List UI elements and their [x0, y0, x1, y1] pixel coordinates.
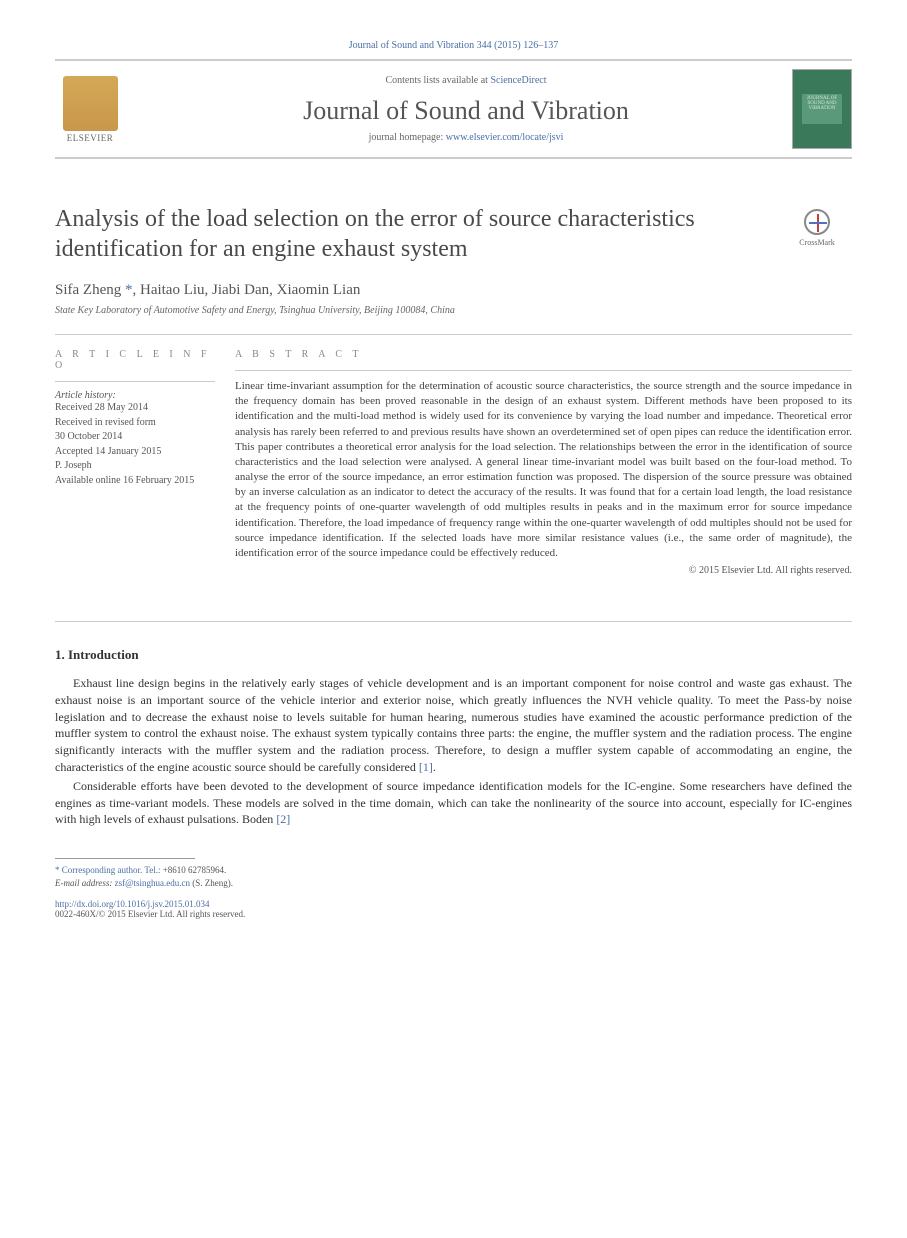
section-heading: 1. Introduction	[55, 647, 852, 663]
history-accepted: Accepted 14 January 2015	[55, 445, 215, 460]
homepage-line: journal homepage: www.elsevier.com/locat…	[140, 132, 792, 143]
footnote-divider	[55, 858, 195, 859]
author-list: Sifa Zheng *, Haitao Liu, Jiabi Dan, Xia…	[55, 282, 852, 299]
body-paragraph-2: Considerable efforts have been devoted t…	[55, 778, 852, 828]
email-link[interactable]: zsf@tsinghua.edu.cn	[115, 878, 190, 888]
article-info-label: A R T I C L E I N F O	[55, 349, 215, 371]
journal-cover-thumbnail[interactable]: JOURNAL OF SOUND AND VIBRATION	[792, 69, 852, 149]
info-abstract-row: A R T I C L E I N F O Article history: R…	[55, 349, 852, 576]
contents-prefix: Contents lists available at	[385, 75, 490, 86]
history-revised: Received in revised form	[55, 416, 215, 431]
title-row: Analysis of the load selection on the er…	[55, 204, 852, 264]
para2-text: Considerable efforts have been devoted t…	[55, 779, 852, 827]
citation-line: Journal of Sound and Vibration 344 (2015…	[55, 40, 852, 51]
article-info-column: A R T I C L E I N F O Article history: R…	[55, 349, 235, 576]
email-footnote: E-mail address: zsf@tsinghua.edu.cn (S. …	[55, 877, 852, 890]
issn-line: 0022-460X/© 2015 Elsevier Ltd. All right…	[55, 909, 852, 919]
history-heading: Article history:	[55, 390, 215, 401]
header-center: Contents lists available at ScienceDirec…	[140, 75, 792, 143]
history-received: Received 28 May 2014	[55, 401, 215, 416]
email-suffix: (S. Zheng).	[190, 878, 233, 888]
citation-ref-2[interactable]: [2]	[276, 812, 290, 826]
history-editor: P. Joseph	[55, 459, 215, 474]
elsevier-tree-icon	[63, 76, 118, 131]
crossmark-label: CrossMark	[799, 238, 835, 247]
footnote-star-icon: * Corresponding author. Tel.:	[55, 865, 160, 875]
contents-line: Contents lists available at ScienceDirec…	[140, 75, 792, 86]
para1-end: .	[433, 760, 436, 774]
section-number: 1.	[55, 647, 65, 662]
homepage-prefix: journal homepage:	[369, 132, 446, 143]
history-revised-date: 30 October 2014	[55, 430, 215, 445]
citation-ref-1[interactable]: [1]	[419, 760, 433, 774]
homepage-link[interactable]: www.elsevier.com/locate/jsvi	[446, 132, 564, 143]
doi-link[interactable]: http://dx.doi.org/10.1016/j.jsv.2015.01.…	[55, 899, 852, 909]
divider-rule	[55, 334, 852, 335]
corresponding-footnote: * Corresponding author. Tel.: +8610 6278…	[55, 864, 852, 877]
footnote-tel: +8610 62785964.	[163, 865, 227, 875]
authors-text: Sifa Zheng	[55, 282, 121, 298]
crossmark-badge[interactable]: CrossMark	[782, 209, 852, 247]
abstract-copyright: © 2015 Elsevier Ltd. All rights reserved…	[235, 565, 852, 576]
crossmark-icon	[804, 209, 830, 235]
body-paragraph-1: Exhaust line design begins in the relati…	[55, 675, 852, 776]
email-label: E-mail address:	[55, 878, 115, 888]
abstract-text: Linear time-invariant assumption for the…	[235, 379, 852, 561]
journal-header: ELSEVIER Contents lists available at Sci…	[55, 59, 852, 159]
abstract-label: A B S T R A C T	[235, 349, 852, 360]
body-divider	[55, 621, 852, 622]
section-title: Introduction	[68, 647, 139, 662]
abstract-rule	[235, 370, 852, 371]
journal-name: Journal of Sound and Vibration	[140, 96, 792, 126]
affiliation: State Key Laboratory of Automotive Safet…	[55, 305, 852, 316]
abstract-column: A B S T R A C T Linear time-invariant as…	[235, 349, 852, 576]
publisher-name: ELSEVIER	[67, 133, 114, 143]
elsevier-logo[interactable]: ELSEVIER	[55, 69, 125, 149]
history-online: Available online 16 February 2015	[55, 474, 215, 489]
para1-text: Exhaust line design begins in the relati…	[55, 676, 852, 774]
corresponding-mark[interactable]: *	[121, 282, 132, 298]
sciencedirect-link[interactable]: ScienceDirect	[490, 75, 546, 86]
article-title: Analysis of the load selection on the er…	[55, 204, 762, 264]
info-rule	[55, 381, 215, 382]
cover-text: JOURNAL OF SOUND AND VIBRATION	[802, 94, 842, 124]
page-container: Journal of Sound and Vibration 344 (2015…	[0, 0, 907, 949]
authors-rest: , Haitao Liu, Jiabi Dan, Xiaomin Lian	[132, 282, 360, 298]
